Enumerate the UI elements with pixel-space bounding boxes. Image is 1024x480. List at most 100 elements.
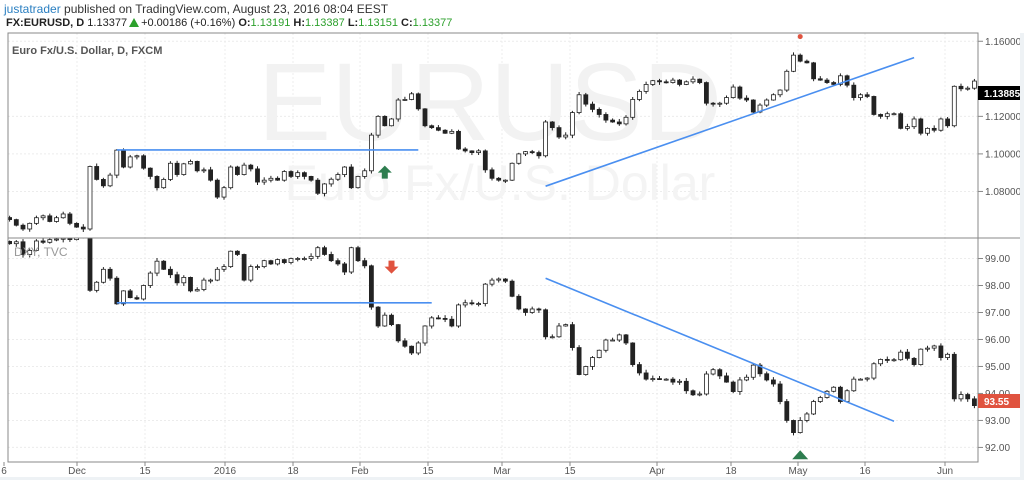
candle[interactable]	[884, 356, 890, 363]
candle[interactable]	[429, 124, 435, 129]
candle[interactable]	[784, 399, 790, 423]
candle[interactable]	[435, 315, 441, 320]
candle[interactable]	[543, 120, 548, 158]
candle[interactable]	[114, 276, 120, 305]
candle[interactable]	[382, 312, 388, 327]
candle[interactable]	[616, 333, 622, 342]
candle[interactable]	[288, 257, 294, 265]
candle[interactable]	[221, 264, 227, 272]
candle[interactable]	[898, 349, 904, 361]
candle[interactable]	[201, 167, 207, 173]
candle[interactable]	[301, 171, 307, 180]
candle[interactable]	[596, 107, 602, 118]
candle[interactable]	[603, 338, 609, 353]
candle[interactable]	[8, 215, 12, 222]
candle[interactable]	[161, 260, 167, 270]
candle[interactable]	[268, 259, 274, 265]
candle[interactable]	[241, 253, 247, 282]
trendline[interactable]	[545, 56, 915, 187]
candle[interactable]	[938, 343, 944, 361]
candle[interactable]	[523, 308, 528, 316]
candle[interactable]	[844, 389, 850, 403]
candle[interactable]	[13, 240, 19, 247]
candle[interactable]	[469, 299, 475, 306]
candle[interactable]	[536, 307, 542, 314]
candle[interactable]	[509, 162, 515, 181]
candle[interactable]	[127, 288, 133, 299]
candle[interactable]	[710, 102, 716, 107]
candle[interactable]	[322, 245, 327, 256]
candle[interactable]	[945, 116, 950, 128]
candle[interactable]	[47, 238, 53, 244]
price-axis[interactable]: 1.16000 1.12000 1.10000 1.08000 1.13885 99.00…	[978, 37, 1022, 454]
candle[interactable]	[623, 115, 629, 126]
candle[interactable]	[449, 316, 455, 328]
candle[interactable]	[54, 215, 59, 223]
candle[interactable]	[643, 81, 649, 94]
candle[interactable]	[556, 125, 562, 139]
candle[interactable]	[489, 277, 495, 287]
candle[interactable]	[610, 118, 615, 123]
candle[interactable]	[523, 150, 528, 156]
candle[interactable]	[489, 167, 495, 181]
candle[interactable]	[335, 172, 341, 182]
candle[interactable]	[804, 59, 810, 64]
candle[interactable]	[248, 264, 254, 283]
candle[interactable]	[134, 154, 140, 160]
candle[interactable]	[878, 358, 883, 367]
candle[interactable]	[871, 362, 877, 381]
candle[interactable]	[724, 372, 729, 383]
candle[interactable]	[208, 166, 214, 182]
candle[interactable]	[590, 101, 595, 113]
candle[interactable]	[898, 112, 904, 130]
candle[interactable]	[797, 53, 803, 63]
candle[interactable]	[154, 257, 160, 277]
candle[interactable]	[241, 162, 247, 176]
candle[interactable]	[925, 345, 930, 352]
candle[interactable]	[724, 95, 729, 105]
candle[interactable]	[637, 362, 642, 376]
candle[interactable]	[750, 363, 756, 380]
candle[interactable]	[683, 80, 689, 86]
candle[interactable]	[395, 98, 401, 122]
candle[interactable]	[147, 167, 153, 180]
candle[interactable]	[255, 166, 260, 186]
lower-pane[interactable]	[8, 234, 977, 460]
candle[interactable]	[603, 112, 609, 123]
candle[interactable]	[27, 248, 33, 258]
candle[interactable]	[630, 96, 636, 120]
candle[interactable]	[248, 163, 254, 172]
candle[interactable]	[972, 396, 977, 409]
candle[interactable]	[918, 348, 924, 366]
candle[interactable]	[141, 284, 147, 301]
candle[interactable]	[650, 375, 656, 382]
candle[interactable]	[710, 367, 716, 376]
candle[interactable]	[516, 294, 522, 311]
candle[interactable]	[141, 154, 147, 170]
candle[interactable]	[717, 101, 723, 107]
triangle-up-icon[interactable]	[792, 450, 809, 460]
candle[interactable]	[556, 323, 562, 338]
candle[interactable]	[543, 308, 548, 340]
candle[interactable]	[576, 345, 582, 376]
candle[interactable]	[951, 85, 957, 128]
marker-dot-icon[interactable]	[797, 34, 803, 40]
candle[interactable]	[167, 161, 173, 182]
candle[interactable]	[261, 177, 267, 185]
candle[interactable]	[817, 395, 823, 403]
candle[interactable]	[884, 111, 890, 120]
candle[interactable]	[94, 163, 100, 181]
candle[interactable]	[389, 118, 394, 127]
candle[interactable]	[576, 91, 582, 115]
candle[interactable]	[422, 108, 428, 128]
candle[interactable]	[174, 271, 180, 286]
candle[interactable]	[308, 253, 314, 261]
candle[interactable]	[101, 177, 106, 188]
candle[interactable]	[315, 178, 321, 196]
candle[interactable]	[476, 149, 482, 156]
candle[interactable]	[590, 356, 595, 370]
candle[interactable]	[777, 381, 783, 405]
candle[interactable]	[395, 323, 401, 343]
candle[interactable]	[107, 172, 113, 188]
